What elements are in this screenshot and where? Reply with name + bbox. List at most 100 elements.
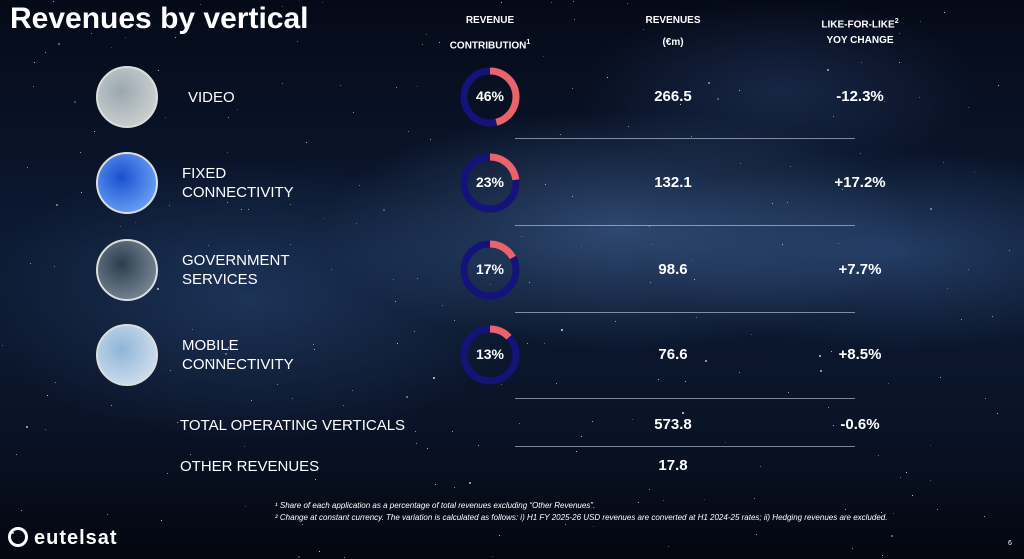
star [905, 472, 907, 474]
star [555, 382, 557, 384]
star [929, 445, 931, 447]
star [74, 101, 77, 104]
star [306, 141, 308, 143]
column-header: REVENUES (€m) [593, 10, 753, 54]
donut [460, 325, 520, 385]
star [668, 545, 670, 547]
label-line: GOVERNMENT [182, 252, 290, 269]
label-line: FIXED [182, 165, 227, 182]
star [930, 208, 933, 211]
header-text: (€m) [662, 37, 684, 48]
star [102, 16, 104, 18]
star [831, 350, 833, 352]
star [696, 316, 698, 318]
header-line: CONTRIBUTION1 [410, 32, 570, 57]
star [416, 85, 418, 87]
row-label: VIDEO [188, 88, 235, 107]
contribution-label: 23% [475, 174, 505, 190]
star [340, 85, 342, 87]
star [832, 115, 834, 117]
row-label: MOBILE CONNECTIVITY [182, 336, 294, 374]
star [107, 513, 109, 515]
star [46, 394, 48, 396]
star [521, 235, 522, 237]
star [581, 436, 583, 438]
star [344, 556, 346, 558]
star [944, 11, 946, 13]
star [429, 138, 431, 140]
change: +17.2% [834, 174, 886, 191]
star [887, 382, 889, 384]
star [393, 279, 394, 281]
star [296, 40, 298, 42]
star [575, 451, 577, 453]
star [631, 418, 633, 420]
star [54, 266, 56, 268]
star [919, 96, 921, 98]
star [890, 534, 893, 537]
star [985, 397, 987, 399]
star [124, 37, 126, 39]
header-text: REVENUE [465, 15, 515, 26]
star [707, 82, 710, 85]
contribution-label: 46% [475, 88, 505, 104]
star [997, 85, 999, 87]
star [820, 369, 823, 372]
star [226, 152, 228, 154]
star [983, 516, 985, 518]
star [844, 509, 846, 511]
star [413, 330, 415, 332]
star [315, 478, 317, 480]
star [33, 61, 35, 63]
star [79, 152, 81, 154]
star [55, 382, 57, 384]
star [432, 376, 435, 379]
star [453, 487, 455, 489]
star [160, 520, 162, 522]
star [383, 208, 386, 211]
star [759, 466, 761, 468]
change: -12.3% [836, 88, 884, 105]
star [359, 184, 360, 186]
label-line: SERVICES [182, 271, 258, 288]
star [119, 225, 121, 227]
star [290, 243, 292, 245]
star [468, 482, 471, 485]
header-line: (€m) [593, 32, 753, 54]
star [45, 52, 47, 54]
star [939, 377, 941, 379]
star [435, 484, 437, 486]
star [790, 166, 792, 168]
star [900, 476, 902, 478]
star [878, 454, 880, 456]
separator [515, 138, 855, 139]
revenue: 76.6 [658, 346, 688, 363]
row-image [96, 324, 158, 386]
star [292, 398, 294, 400]
star [680, 103, 682, 105]
row-image [96, 239, 158, 301]
star [724, 442, 726, 444]
star [996, 413, 998, 415]
star [527, 343, 529, 345]
star [685, 381, 687, 383]
star [501, 1, 502, 3]
star [166, 472, 168, 474]
star [301, 523, 303, 525]
star [277, 383, 279, 385]
donut [460, 153, 520, 213]
star [282, 5, 284, 7]
star [544, 343, 546, 345]
star [518, 423, 520, 425]
label-line: CONNECTIVITY [182, 184, 294, 201]
star [452, 430, 454, 432]
star [649, 488, 651, 490]
contribution-label: 17% [475, 261, 505, 277]
star [960, 319, 962, 321]
star [228, 346, 230, 348]
star [682, 411, 685, 414]
row-label: FIXED CONNECTIVITY [182, 164, 294, 202]
star [228, 116, 230, 118]
star [826, 68, 829, 71]
